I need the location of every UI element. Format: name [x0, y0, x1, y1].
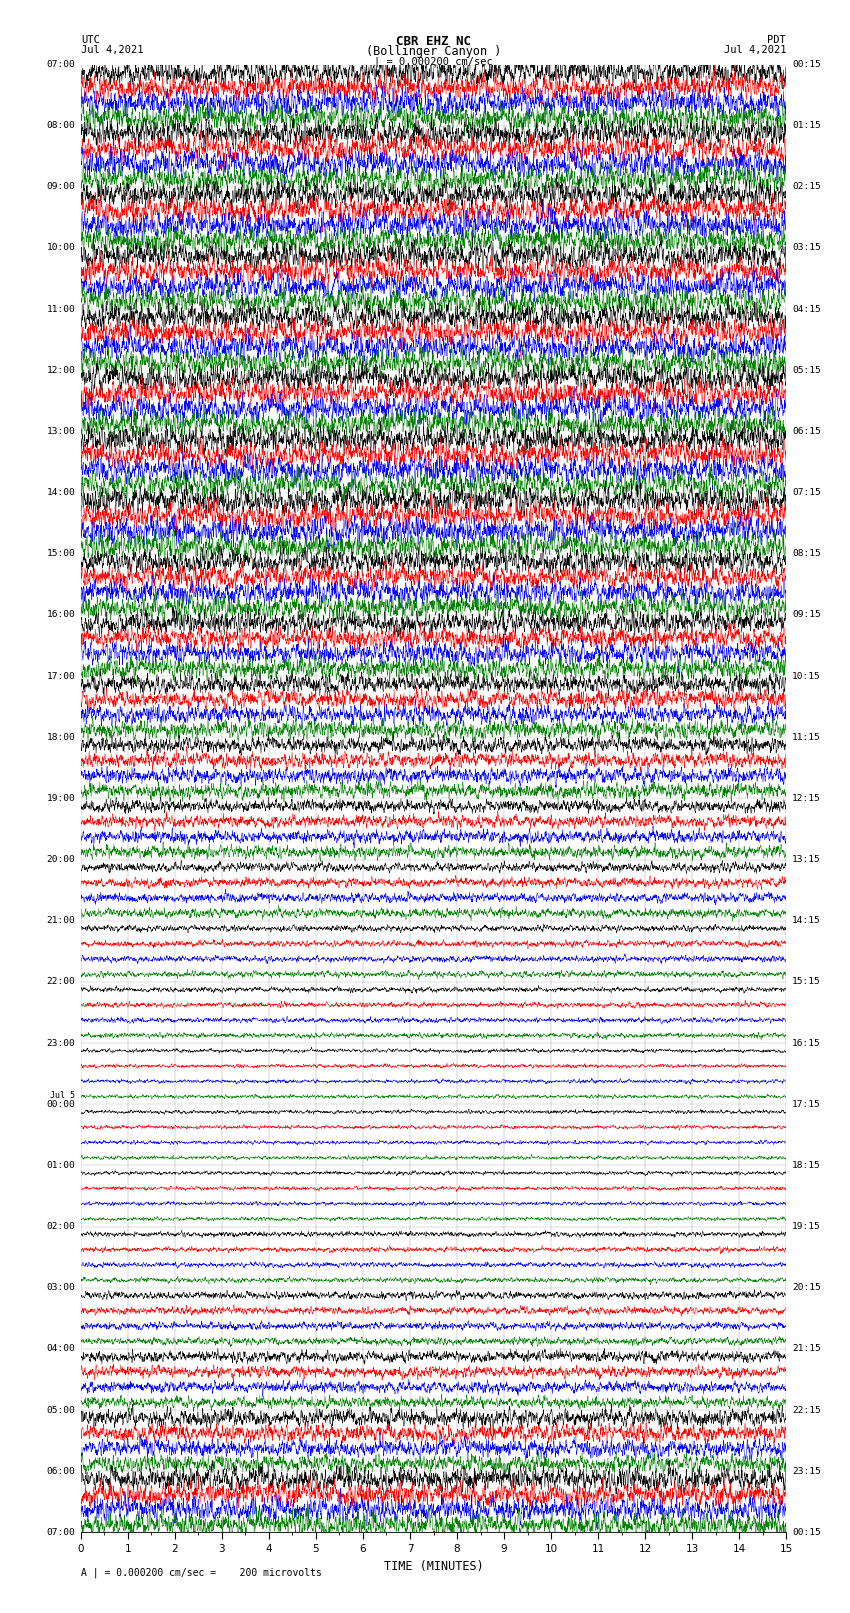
Text: 10:00: 10:00: [47, 244, 75, 253]
Text: 18:15: 18:15: [792, 1161, 820, 1169]
Text: 16:15: 16:15: [792, 1039, 820, 1047]
Text: 04:15: 04:15: [792, 305, 820, 313]
Text: 06:00: 06:00: [47, 1466, 75, 1476]
Text: 20:00: 20:00: [47, 855, 75, 865]
Text: 09:00: 09:00: [47, 182, 75, 192]
Text: 11:15: 11:15: [792, 732, 820, 742]
Text: 07:00: 07:00: [47, 60, 75, 69]
X-axis label: TIME (MINUTES): TIME (MINUTES): [383, 1560, 484, 1573]
Text: 02:00: 02:00: [47, 1223, 75, 1231]
Text: 13:15: 13:15: [792, 855, 820, 865]
Text: Jul 5: Jul 5: [50, 1092, 75, 1100]
Text: CBR EHZ NC: CBR EHZ NC: [396, 35, 471, 48]
Text: 00:00: 00:00: [47, 1100, 75, 1108]
Text: 10:15: 10:15: [792, 671, 820, 681]
Text: 03:00: 03:00: [47, 1284, 75, 1292]
Text: 07:00: 07:00: [47, 1528, 75, 1537]
Text: 12:00: 12:00: [47, 366, 75, 374]
Text: 14:00: 14:00: [47, 489, 75, 497]
Text: 06:15: 06:15: [792, 427, 820, 436]
Text: 13:00: 13:00: [47, 427, 75, 436]
Text: 20:15: 20:15: [792, 1284, 820, 1292]
Text: Jul 4,2021: Jul 4,2021: [81, 45, 144, 55]
Text: 12:15: 12:15: [792, 794, 820, 803]
Text: UTC: UTC: [81, 35, 99, 45]
Text: 04:00: 04:00: [47, 1344, 75, 1353]
Text: 01:15: 01:15: [792, 121, 820, 131]
Text: A | = 0.000200 cm/sec =    200 microvolts: A | = 0.000200 cm/sec = 200 microvolts: [81, 1566, 321, 1578]
Text: 08:15: 08:15: [792, 550, 820, 558]
Text: 14:15: 14:15: [792, 916, 820, 926]
Text: 16:00: 16:00: [47, 610, 75, 619]
Text: 05:00: 05:00: [47, 1405, 75, 1415]
Text: 00:15: 00:15: [792, 1528, 820, 1537]
Text: 00:15: 00:15: [792, 60, 820, 69]
Text: 17:00: 17:00: [47, 671, 75, 681]
Text: 21:00: 21:00: [47, 916, 75, 926]
Text: (Bollinger Canyon ): (Bollinger Canyon ): [366, 45, 502, 58]
Text: 23:15: 23:15: [792, 1466, 820, 1476]
Text: | = 0.000200 cm/sec: | = 0.000200 cm/sec: [374, 56, 493, 68]
Text: 08:00: 08:00: [47, 121, 75, 131]
Text: 18:00: 18:00: [47, 732, 75, 742]
Text: 07:15: 07:15: [792, 489, 820, 497]
Text: 17:15: 17:15: [792, 1100, 820, 1108]
Text: 15:00: 15:00: [47, 550, 75, 558]
Text: 02:15: 02:15: [792, 182, 820, 192]
Text: 23:00: 23:00: [47, 1039, 75, 1047]
Text: 21:15: 21:15: [792, 1344, 820, 1353]
Text: 19:00: 19:00: [47, 794, 75, 803]
Text: Jul 4,2021: Jul 4,2021: [723, 45, 786, 55]
Text: 22:15: 22:15: [792, 1405, 820, 1415]
Text: 19:15: 19:15: [792, 1223, 820, 1231]
Text: 03:15: 03:15: [792, 244, 820, 253]
Text: 05:15: 05:15: [792, 366, 820, 374]
Text: 01:00: 01:00: [47, 1161, 75, 1169]
Text: PDT: PDT: [768, 35, 786, 45]
Text: 09:15: 09:15: [792, 610, 820, 619]
Text: 15:15: 15:15: [792, 977, 820, 987]
Text: 22:00: 22:00: [47, 977, 75, 987]
Text: 11:00: 11:00: [47, 305, 75, 313]
